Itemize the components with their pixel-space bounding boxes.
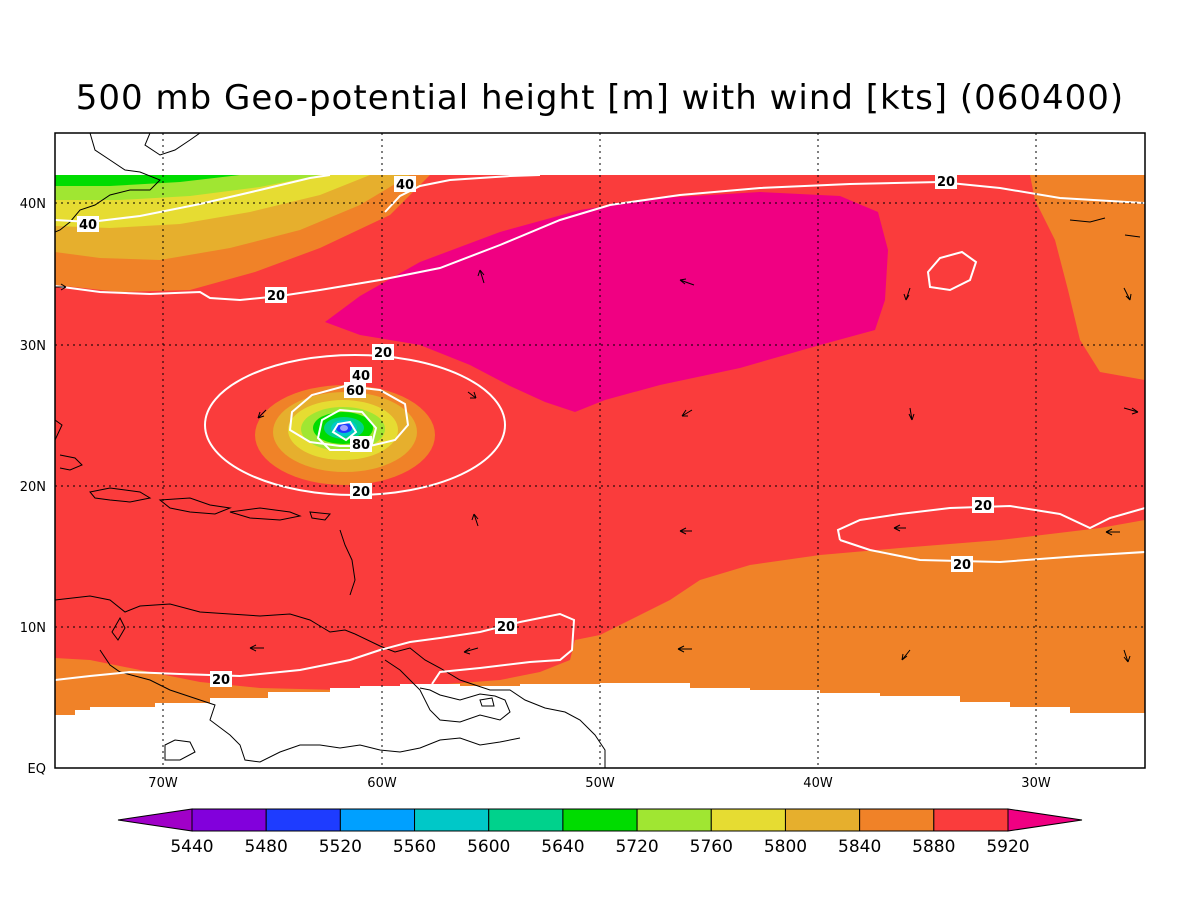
contour-label: 20 xyxy=(495,618,517,635)
svg-text:40: 40 xyxy=(396,178,414,193)
svg-text:20: 20 xyxy=(953,558,971,573)
colorbar-high-arrow xyxy=(1007,808,1083,832)
contour-label: 20 xyxy=(350,483,372,500)
colorbar-swatch xyxy=(414,808,490,832)
svg-text:20: 20 xyxy=(497,620,515,635)
contour-label: 40 xyxy=(394,176,416,193)
chart-title: 500 mb Geo-potential height [m] with win… xyxy=(75,78,1125,118)
contour-label: 20 xyxy=(972,497,994,514)
longitude-axis: 70W 60W 50W 40W 30W xyxy=(148,776,1051,791)
colorbar-label: 5920 xyxy=(986,837,1029,857)
svg-text:20: 20 xyxy=(937,175,955,190)
colorbar-swatch xyxy=(636,808,712,832)
colorbar-swatch xyxy=(191,808,267,832)
colorbar-swatch xyxy=(710,808,786,832)
colorbar-swatch xyxy=(339,808,416,832)
lat-tick-label: 10N xyxy=(20,621,46,636)
colorbar-swatch xyxy=(265,808,341,832)
lon-tick-label: 30W xyxy=(1021,776,1051,791)
svg-text:40: 40 xyxy=(79,218,97,233)
lat-tick-label: 40N xyxy=(20,197,46,212)
lat-tick-label: 30N xyxy=(20,339,46,354)
contour-label: 20 xyxy=(951,556,973,573)
colorbar-label: 5600 xyxy=(467,837,510,857)
lon-tick-label: 40W xyxy=(803,776,833,791)
band-5640-north xyxy=(55,175,240,186)
svg-text:20: 20 xyxy=(374,346,392,361)
colorbar-swatch xyxy=(488,808,564,832)
colorbar-label: 5760 xyxy=(690,837,733,857)
plot-frame xyxy=(54,132,1146,769)
colorbar-label: 5520 xyxy=(319,837,362,857)
lon-tick-label: 60W xyxy=(367,776,397,791)
colorbar: 5440 5480 5520 5560 5600 5640 5720 5760 5800 5840… xyxy=(117,808,1083,857)
contour-label: 20 xyxy=(372,344,394,361)
svg-text:20: 20 xyxy=(974,499,992,514)
colorbar-label: 5880 xyxy=(912,837,955,857)
high-5920 xyxy=(325,192,888,412)
svg-text:20: 20 xyxy=(352,485,370,500)
colorbar-label: 5720 xyxy=(615,837,658,857)
missing-data-south xyxy=(55,683,1145,768)
colorbar-label: 5640 xyxy=(541,837,584,857)
colorbar-swatch xyxy=(562,808,638,832)
colorbar-label: 5440 xyxy=(170,837,213,857)
lat-tick-label: 20N xyxy=(20,480,46,495)
svg-text:40: 40 xyxy=(352,369,370,384)
lon-tick-label: 70W xyxy=(148,776,178,791)
colorbar-label: 5560 xyxy=(393,837,436,857)
lon-tick-label: 50W xyxy=(585,776,615,791)
colorbar-label: 5800 xyxy=(764,837,807,857)
contour-label: 20 xyxy=(210,671,232,688)
contour-label: 20 xyxy=(265,287,287,304)
colorbar-swatch xyxy=(859,808,935,832)
coastlines xyxy=(55,133,1141,768)
lat-tick-label: EQ xyxy=(28,762,46,777)
svg-text:80: 80 xyxy=(352,438,370,453)
colorbar-swatch xyxy=(784,808,861,832)
svg-text:20: 20 xyxy=(212,673,230,688)
colorbar-label: 5840 xyxy=(838,837,881,857)
colorbar-label: 5480 xyxy=(245,837,288,857)
band-5840-east xyxy=(1030,175,1145,380)
contour-label: 80 xyxy=(350,436,372,453)
graticule xyxy=(55,133,1145,768)
contour-label: 60 xyxy=(344,382,366,399)
height-field: 40 40 20 20 20 40 60 80 20 20 20 20 20 xyxy=(55,133,1145,768)
colorbar-swatch xyxy=(933,808,1009,832)
contour-label: 20 xyxy=(935,173,957,190)
latitude-axis: 40N 30N 20N 10N EQ xyxy=(20,197,46,777)
contour-label: 40 xyxy=(77,216,99,233)
contour-labels: 40 40 20 20 20 40 60 80 20 20 20 20 20 xyxy=(77,173,994,688)
colorbar-low-arrow xyxy=(117,808,193,832)
svg-text:60: 60 xyxy=(346,384,364,399)
storm-rings xyxy=(255,385,435,485)
contour-label: 40 xyxy=(350,367,372,384)
wind-vectors xyxy=(55,269,1139,663)
svg-text:20: 20 xyxy=(267,289,285,304)
